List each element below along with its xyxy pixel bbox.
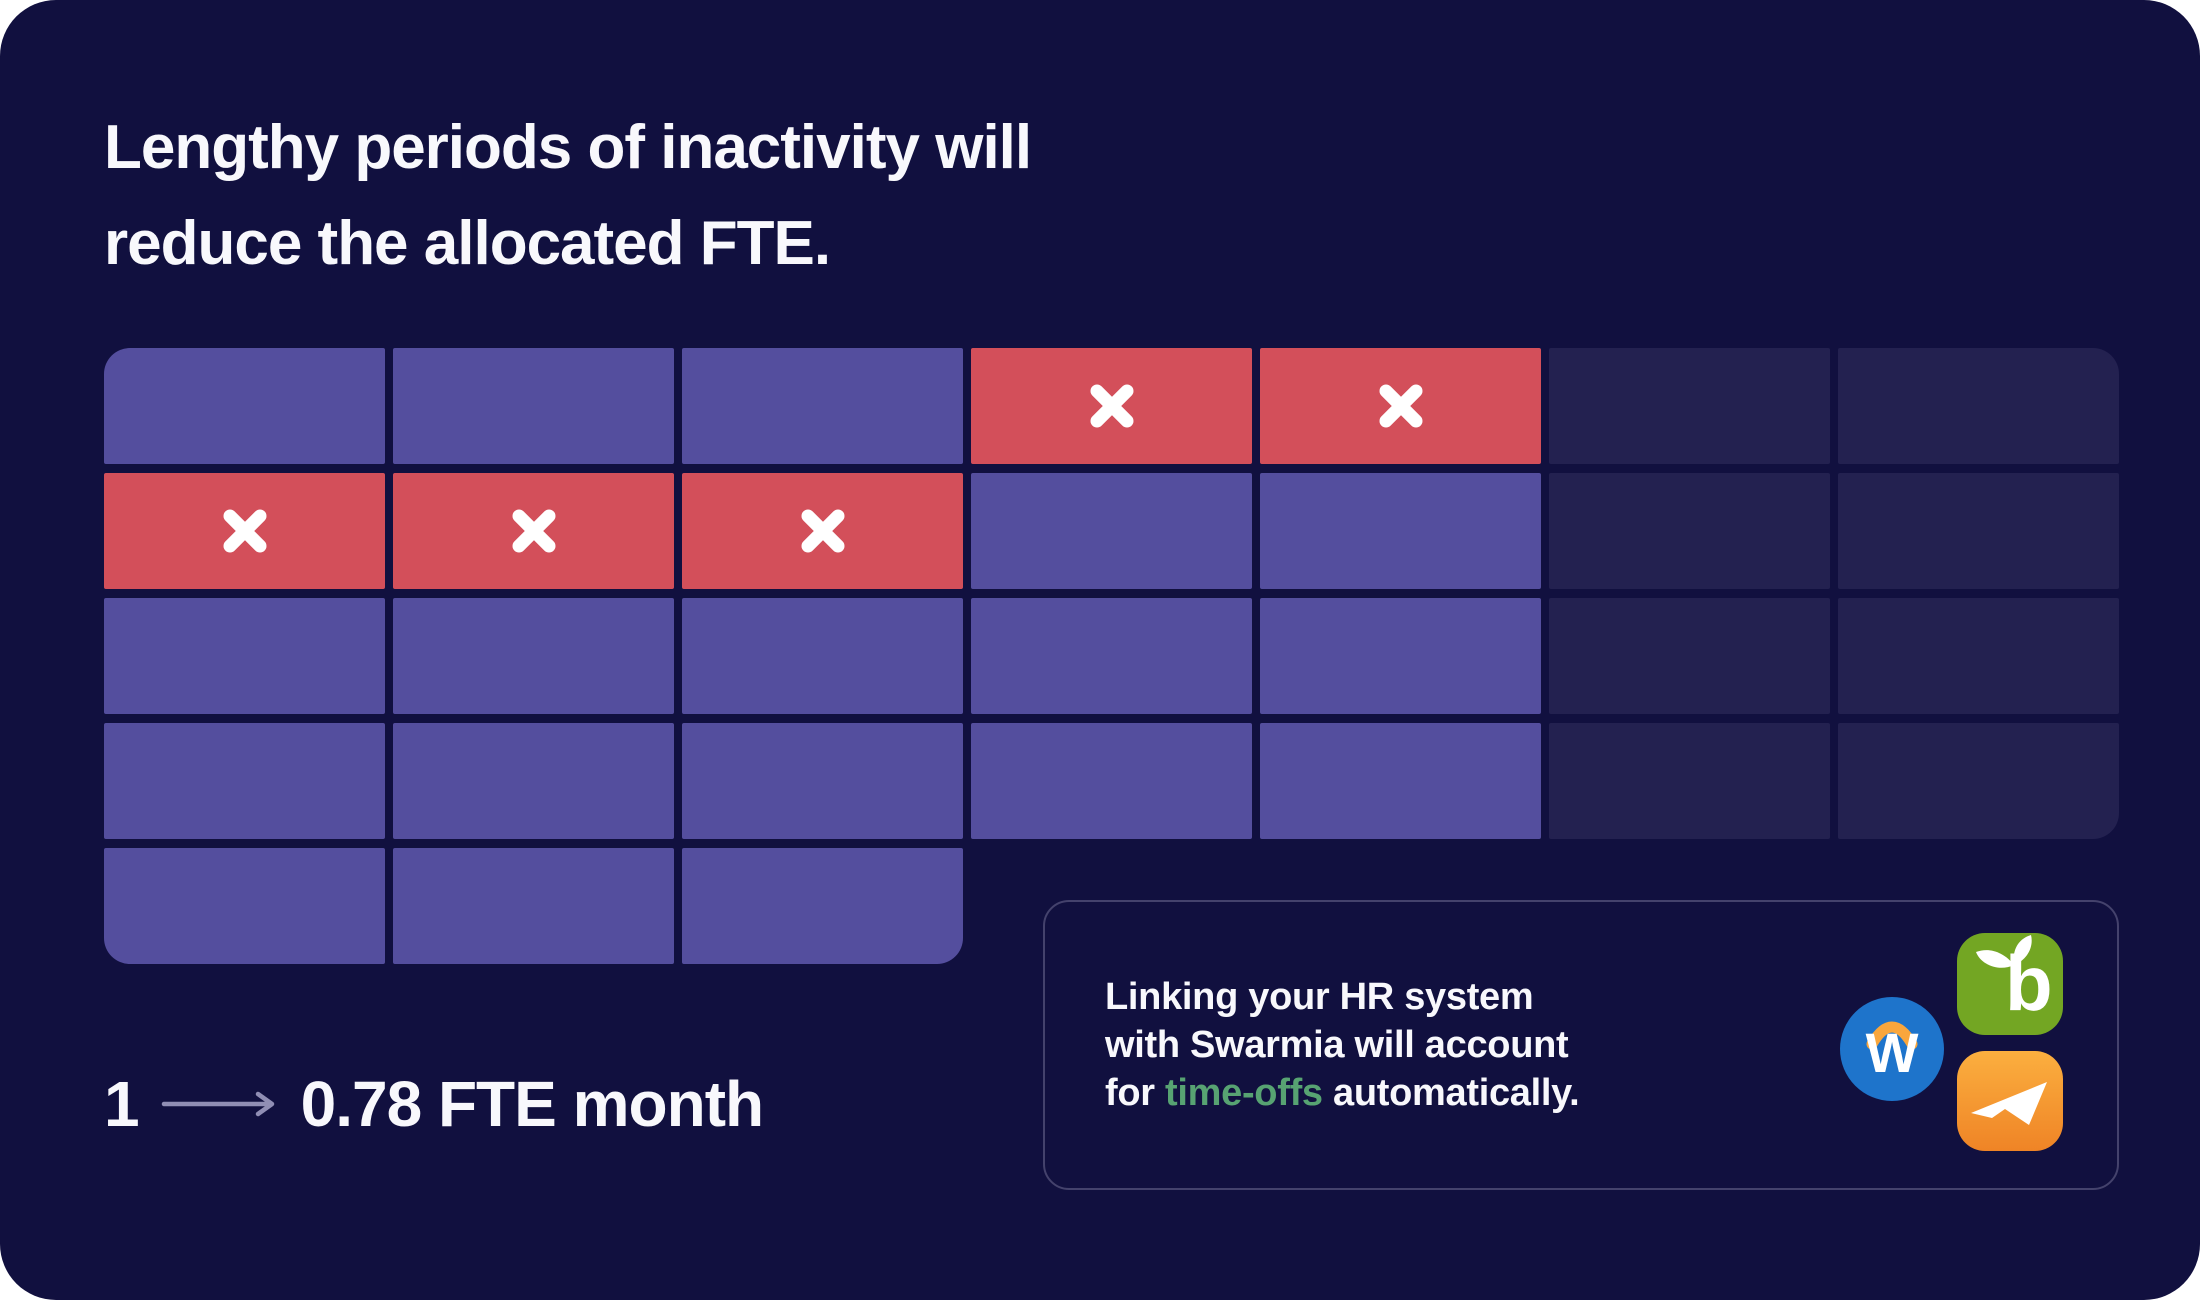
grid-cell-r4c5: [1260, 723, 1541, 839]
grid-cell-r3c5: [1260, 598, 1541, 714]
workday-icon: W: [1840, 997, 1944, 1101]
grid-cell-r4c4: [971, 723, 1252, 839]
grid-cell-r3c2: [393, 598, 674, 714]
grid-cell-r2c4: [971, 473, 1252, 589]
grid-cell-r5c2: [393, 848, 674, 964]
grid-cell-r4c2: [393, 723, 674, 839]
arrow-right-icon: [161, 1091, 274, 1117]
card-text: Linking your HR system with Swarmia will …: [1105, 973, 1580, 1117]
x-icon: [801, 509, 844, 553]
card-text-line3-pre: for: [1105, 1072, 1166, 1114]
x-icon: [1379, 384, 1422, 428]
paylocity-arrow-icon: [1971, 1082, 2047, 1125]
legend-source-value: 1: [104, 1068, 140, 1140]
grid-cell-r1c5: [1260, 348, 1541, 464]
grid-cell-r2c7: [1838, 473, 2119, 589]
workday-letter: W: [1865, 1021, 1919, 1084]
grid-cell-r1c7: [1838, 348, 2119, 464]
paylocity-icon: [1957, 1051, 2063, 1151]
grid-cell-r5c3: [682, 848, 963, 964]
x-icon: [1090, 384, 1133, 428]
page-title: Lengthy periods of inactivity will reduce…: [104, 100, 1032, 292]
grid-cell-r4c3: [682, 723, 963, 839]
grid-cell-r3c6: [1549, 598, 1830, 714]
grid-cell-r3c4: [971, 598, 1252, 714]
card-text-timeoffs-highlight: time-offs: [1165, 1072, 1323, 1114]
card-text-line3-post: automatically.: [1322, 1072, 1580, 1114]
card-text-line2: with Swarmia will account: [1105, 1024, 1569, 1066]
page-title-line1: Lengthy periods of inactivity will: [104, 113, 1032, 182]
fte-grid: [104, 348, 2119, 964]
grid-cell-r1c1: [104, 348, 385, 464]
grid-cell-r3c1: [104, 598, 385, 714]
bamboohr-icon: b: [1957, 933, 2063, 1035]
grid-cell-r3c7: [1838, 598, 2119, 714]
bamboohr-letter: b: [2005, 939, 2053, 1027]
grid-cell-r2c1: [104, 473, 385, 589]
grid-cell-r4c6: [1549, 723, 1830, 839]
grid-cell-r5c1: [104, 848, 385, 964]
grid-cell-r1c6: [1549, 348, 1830, 464]
card-text-line1: Linking your HR system: [1105, 976, 1534, 1018]
grid-cell-r2c2: [393, 473, 674, 589]
grid-cell-r2c3: [682, 473, 963, 589]
x-icon: [223, 509, 266, 553]
grid-cell-r1c4: [971, 348, 1252, 464]
grid-cell-r4c7: [1838, 723, 2119, 839]
bamboo-leaf-icon: [1976, 935, 2032, 968]
workday-arc-icon: [1866, 1021, 1918, 1050]
grid-cell-r2c6: [1549, 473, 1830, 589]
hr-integration-card: Linking your HR system with Swarmia will …: [1043, 900, 2119, 1190]
fte-legend: 1 0.78 FTE month: [104, 1064, 764, 1144]
grid-cell-r1c2: [393, 348, 674, 464]
grid-cell-r2c5: [1260, 473, 1541, 589]
grid-cell-r3c3: [682, 598, 963, 714]
page-title-line2: reduce the allocated FTE.: [104, 209, 831, 278]
grid-cell-r1c3: [682, 348, 963, 464]
x-icon: [512, 509, 555, 553]
legend-result-value: 0.78 FTE month: [300, 1068, 764, 1140]
grid-cell-r4c1: [104, 723, 385, 839]
